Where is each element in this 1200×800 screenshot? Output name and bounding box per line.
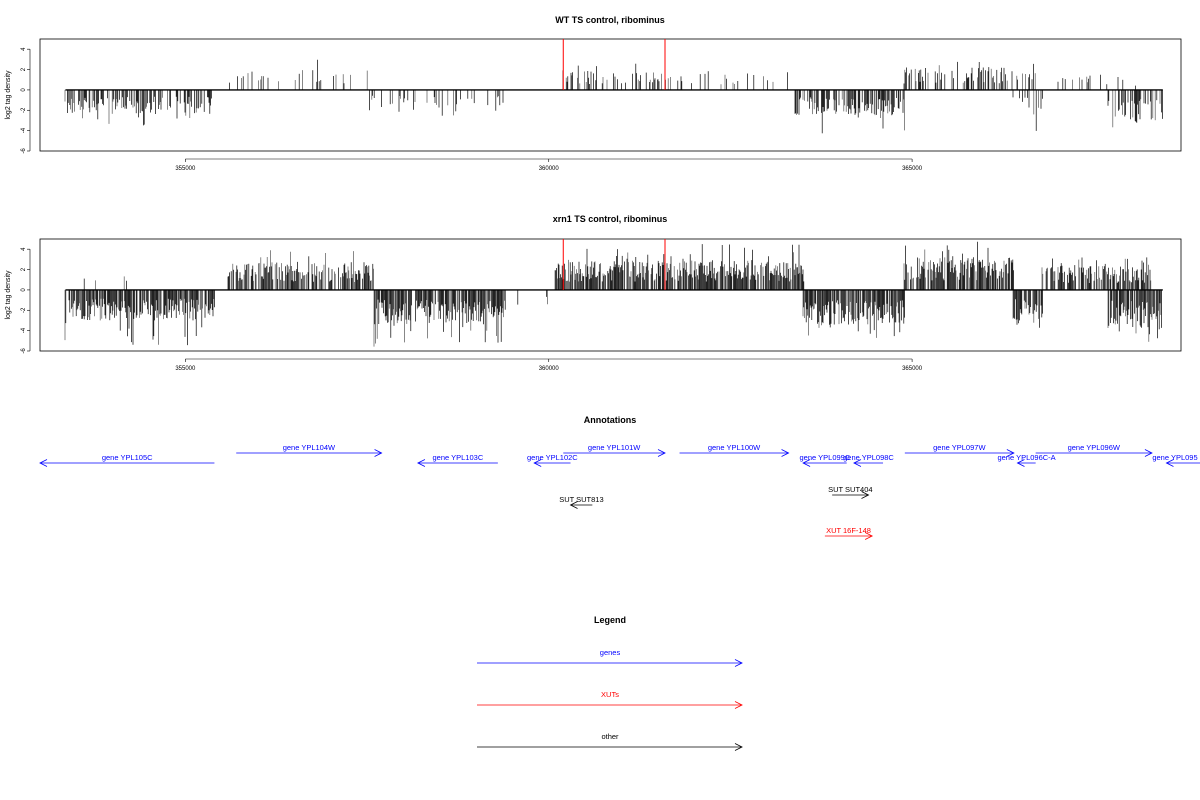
annotation-label: gene YPL103C (433, 453, 484, 462)
arrow-head (569, 501, 578, 509)
x-tick-label: 365000 (902, 166, 923, 172)
arrow-head (1144, 449, 1153, 457)
y-tick-label: -4 (21, 327, 27, 333)
x-tick-label: 355000 (175, 366, 196, 372)
panel-title: WT TS control, ribominus (555, 15, 665, 25)
arrow-head (374, 449, 383, 457)
annotation-label: gene YPL100W (708, 443, 761, 452)
annotation-label: gene YPL105C (102, 453, 153, 462)
plot-frame (39, 238, 1182, 352)
axes: 4 2 0 -2 -4 -6 355000 360000 365000 (21, 47, 923, 172)
arrow-head (861, 491, 870, 499)
panel-title: xrn1 TS control, ribominus (553, 214, 668, 224)
xrn1-tag-density-panel: xrn1 TS control, ribominus log2 tag dens… (5, 214, 1182, 372)
arrow-head (734, 743, 743, 751)
y-tick-label: 0 (21, 88, 27, 92)
arrow-head (1165, 459, 1174, 467)
arrow-head (1006, 449, 1015, 457)
y-tick-label: 4 (21, 47, 27, 51)
x-tick-label: 355000 (175, 166, 196, 172)
annotation-gene: gene YPL096C-A (997, 453, 1056, 467)
annotation-gene: gene YPL103C (417, 453, 498, 467)
annotation-label: SUT SUT813 (559, 495, 603, 504)
legend: Legend genes XUTs other (477, 615, 743, 751)
wt-tag-density-panel: WT TS control, ribominus log2 tag densit… (5, 15, 1182, 172)
annotation-gene: gene YPL098C (843, 453, 894, 467)
annotation-gene: gene YPL099C (800, 453, 851, 467)
annotation-label: XUT 16F-148 (826, 526, 871, 535)
annotation-gene: gene YPL101W (563, 443, 666, 457)
x-tick-label: 365000 (902, 366, 923, 372)
legend-items: genes XUTs other (477, 648, 743, 751)
y-axis-label: log2 tag density (5, 70, 12, 120)
arrow-head (853, 459, 862, 467)
y-tick-label: 0 (21, 288, 27, 292)
legend-label: other (601, 732, 619, 741)
annotation-label: gene YPL095 (1152, 453, 1197, 462)
arrow-head (802, 459, 811, 467)
legend-item-xut: XUTs (477, 690, 743, 709)
legend-item-gene: genes (477, 648, 743, 667)
annotation-label: gene YPL102C (527, 453, 578, 462)
arrow-head (533, 459, 542, 467)
x-tick-label: 360000 (539, 166, 560, 172)
annotation-other: SUT SUT813 (559, 495, 604, 509)
annotation-gene: gene YPL100W (679, 443, 790, 457)
annotation-label: SUT SUT404 (828, 485, 872, 494)
annotation-label: gene YPL096C-A (997, 453, 1055, 462)
tag-density-bars (64, 239, 1163, 347)
x-tick-label: 360000 (539, 366, 560, 372)
axes: 4 2 0 -2 -4 -6 355000 360000 365000 (21, 247, 923, 372)
arrow-head (417, 459, 426, 467)
y-tick-label: -2 (21, 107, 27, 113)
annotation-label: gene YPL099C (800, 453, 851, 462)
arrow-head (781, 449, 790, 457)
annotation-gene: gene YPL104W (236, 443, 383, 457)
arrow-head (1016, 459, 1025, 467)
annotation-gene: gene YPL096W (1035, 443, 1153, 457)
arrow-head (734, 701, 743, 709)
annotation-gene: gene YPL095 (1152, 453, 1200, 467)
y-tick-label: 2 (21, 67, 27, 71)
annotation-label: gene YPL101W (588, 443, 641, 452)
y-tick-label: -6 (21, 348, 27, 354)
y-tick-label: -4 (21, 127, 27, 133)
y-tick-label: 2 (21, 267, 27, 271)
annotation-other: SUT SUT404 (828, 485, 873, 499)
annotation-gene: gene YPL097W (904, 443, 1015, 457)
annotation-gene: gene YPL102C (527, 453, 578, 467)
plot-frame (39, 38, 1182, 152)
annotation-label: gene YPL098C (843, 453, 894, 462)
annotation-label: gene YPL096W (1068, 443, 1121, 452)
annotation-xut: XUT 16F-148 (824, 526, 874, 540)
annotation-items: gene YPL105C gene YPL104W gene YPL103C gene… (39, 443, 1200, 540)
y-tick-label: -6 (21, 148, 27, 154)
arrow-head (864, 532, 874, 540)
arrow-head (39, 459, 48, 467)
legend-title: Legend (594, 615, 626, 625)
annotations-title: Annotations (584, 415, 637, 425)
tag-density-bars (64, 39, 1163, 134)
arrow-head (734, 659, 743, 667)
annotation-gene: gene YPL105C (39, 453, 215, 467)
arrow-head (657, 449, 666, 457)
legend-label: genes (600, 648, 621, 657)
y-tick-label: -2 (21, 307, 27, 313)
y-tick-label: 4 (21, 247, 27, 251)
annotation-label: gene YPL104W (283, 443, 336, 452)
legend-item-other: other (477, 732, 743, 751)
y-axis-label: log2 tag density (5, 270, 12, 320)
annotation-label: gene YPL097W (933, 443, 986, 452)
legend-label: XUTs (601, 690, 619, 699)
